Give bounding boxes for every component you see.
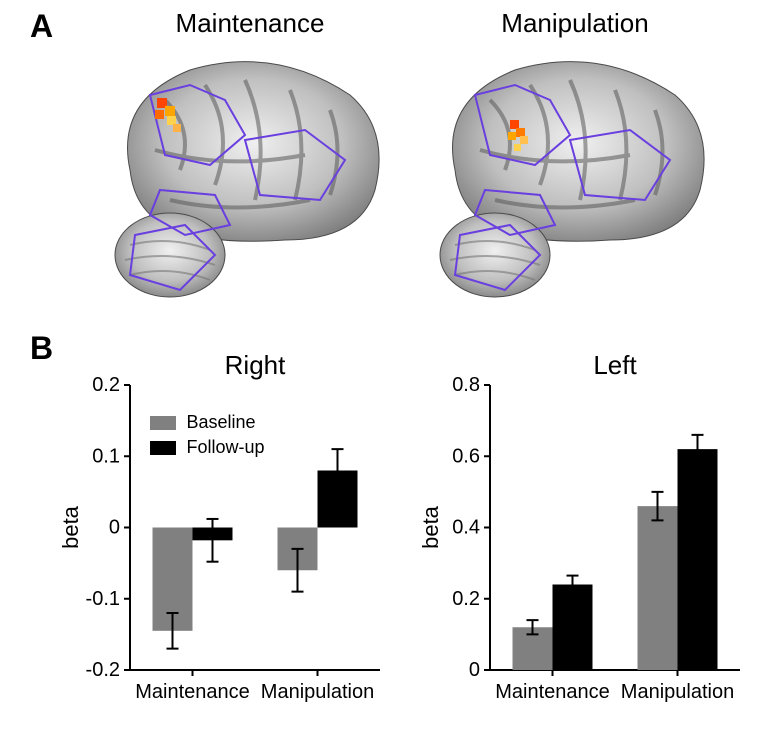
legend-label-followup: Follow-up (186, 437, 264, 457)
svg-text:0.4: 0.4 (452, 517, 480, 539)
brain-manipulation (420, 40, 720, 310)
panel-b-label: B (30, 330, 53, 367)
brain-title-maintenance: Maintenance (120, 8, 380, 39)
svg-text:Maintenance: Maintenance (495, 681, 610, 703)
svg-text:0.8: 0.8 (452, 374, 480, 396)
svg-text:0.1: 0.1 (92, 445, 120, 467)
brain-maintenance (95, 40, 395, 310)
panel-a-label: A (30, 8, 53, 45)
legend-swatch-baseline (150, 416, 176, 430)
svg-text:Manipulation: Manipulation (621, 681, 734, 703)
legend-label-baseline: Baseline (186, 412, 255, 432)
svg-text:0.2: 0.2 (92, 374, 120, 396)
svg-text:0.6: 0.6 (452, 445, 480, 467)
svg-text:0.2: 0.2 (452, 588, 480, 610)
chart-left: Left00.20.40.60.8betaMaintenanceManipula… (420, 350, 750, 690)
legend: Baseline Follow-up (150, 412, 264, 458)
legend-swatch-followup (150, 441, 176, 455)
svg-text:beta: beta (60, 505, 83, 549)
svg-text:0: 0 (109, 517, 120, 539)
svg-text:-0.2: -0.2 (86, 659, 120, 681)
svg-text:Manipulation: Manipulation (261, 681, 374, 703)
chart-right: Right-0.2-0.100.10.2betaMaintenanceManip… (60, 350, 390, 690)
svg-text:0: 0 (469, 659, 480, 681)
svg-text:-0.1: -0.1 (86, 588, 120, 610)
svg-text:beta: beta (420, 505, 443, 549)
svg-text:Maintenance: Maintenance (135, 681, 250, 703)
brain-title-manipulation: Manipulation (445, 8, 705, 39)
svg-text:Left: Left (593, 350, 637, 380)
svg-text:Right: Right (225, 350, 286, 380)
